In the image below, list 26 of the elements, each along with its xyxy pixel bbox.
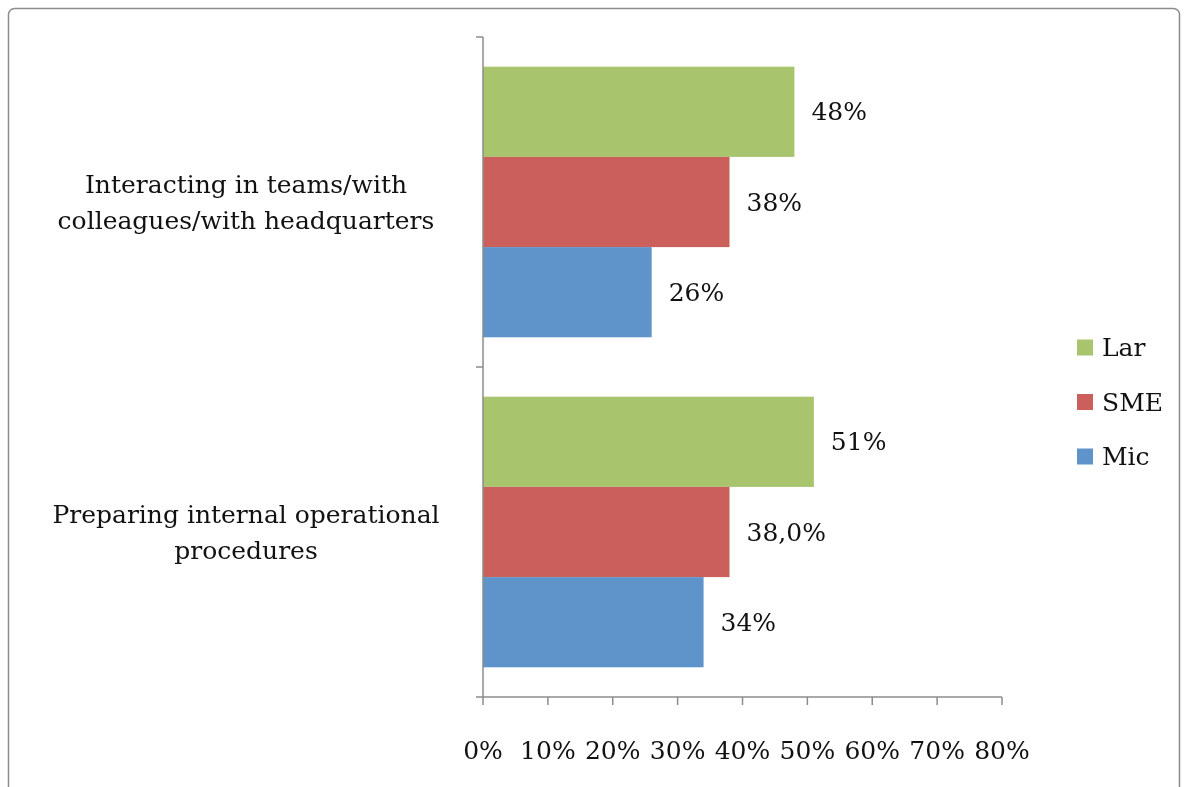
data-label: 26%: [668, 277, 725, 307]
bar: [483, 396, 814, 487]
x-tick-label: 10%: [520, 735, 576, 765]
legend-label: SME: [1102, 387, 1163, 417]
x-tick-label: 50%: [779, 735, 836, 765]
x-tick-label: 0%: [463, 735, 503, 765]
x-tick-label: 60%: [844, 735, 901, 765]
legend-label: Mic: [1102, 442, 1150, 471]
bar: [483, 66, 795, 157]
data-label: 51%: [830, 427, 887, 457]
legend-label: Lar: [1102, 333, 1146, 362]
data-label: 38%: [746, 187, 803, 217]
x-tick-label: 70%: [909, 735, 965, 765]
x-tick-label: 40%: [714, 735, 771, 765]
bar: [483, 247, 652, 338]
x-tick-label: 20%: [584, 735, 641, 765]
data-label: 38,0%: [746, 517, 826, 547]
bar: [483, 156, 730, 248]
x-tick-label: 80%: [974, 735, 1030, 765]
data-label: 34%: [720, 607, 777, 637]
x-tick-label: 30%: [649, 735, 706, 765]
y-tick-label: Interacting in teams/with colleagues/with headquarters: [57, 169, 435, 235]
bar: [483, 486, 730, 578]
y-tick-label: Preparing internal operational procedures: [52, 499, 440, 565]
bar: [483, 577, 704, 668]
data-label: 48%: [811, 97, 867, 127]
